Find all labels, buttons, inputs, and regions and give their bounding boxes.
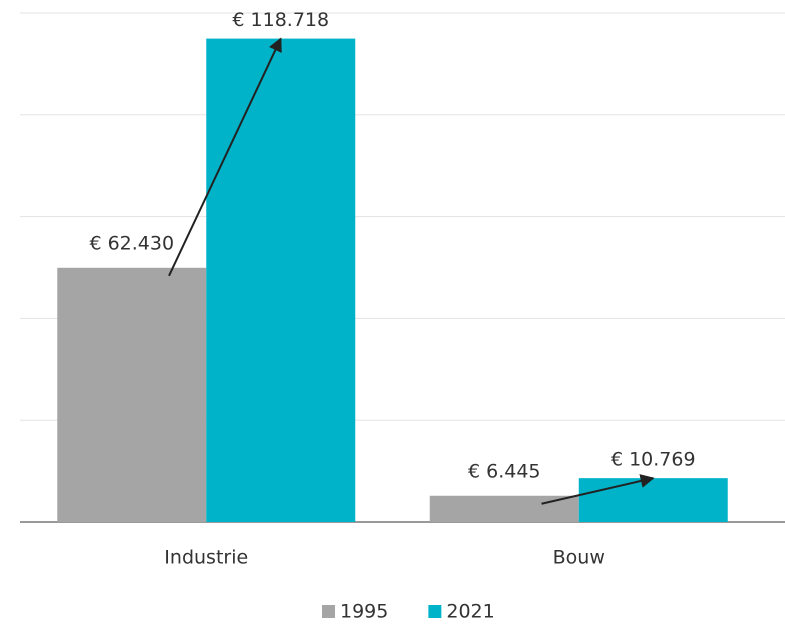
legend-swatch [428,605,442,618]
bar [57,267,207,522]
bar [578,478,728,522]
x-tick-label: Bouw [553,547,605,569]
x-tick-label: Industrie [164,547,248,569]
value-label: € 118.718 [232,9,329,31]
trend-arrow [168,37,282,277]
value-label: € 6.445 [468,460,541,482]
value-label: € 62.430 [89,232,174,254]
bar [206,38,356,523]
legend-label: 2021 [446,601,494,623]
legend-swatch [322,605,335,618]
legend-label: 1995 [340,601,388,623]
value-label: € 10.769 [611,449,696,471]
trend-arrow [541,474,655,505]
